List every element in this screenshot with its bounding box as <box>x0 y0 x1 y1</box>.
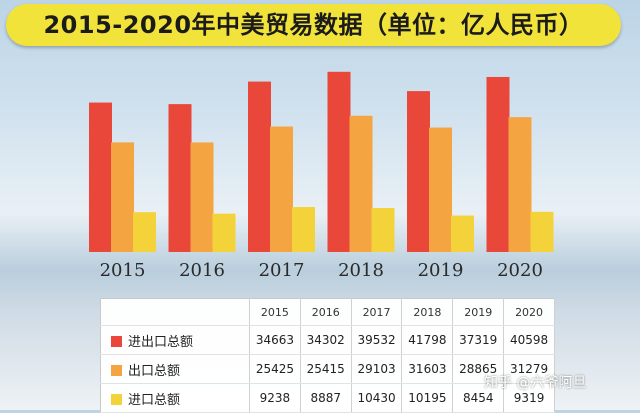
x-tick-label: 2020 <box>497 260 543 281</box>
table-cell: 34663 <box>249 325 301 355</box>
table-cell: 31279 <box>503 354 555 384</box>
table-header-year: 2020 <box>503 298 555 326</box>
legend-swatch-export <box>111 364 122 376</box>
table-cell: 40598 <box>503 325 555 355</box>
legend-label-export: 出口总额 <box>128 363 181 379</box>
legend-label-import: 进口总额 <box>128 392 181 408</box>
table-cell: 34302 <box>300 325 352 355</box>
table-cell: 10195 <box>401 383 454 413</box>
table-row-export: 出口总额 25425 25415 29103 31603 28865 31279 <box>100 354 555 384</box>
chart-title: 2015-2020年中美贸易数据（单位：亿人民币） <box>43 11 584 39</box>
table-header-row: 2015 2016 2017 2018 2019 2020 <box>100 298 555 326</box>
bar-import-2015 <box>133 212 156 252</box>
table-cell: 8887 <box>300 383 352 413</box>
table-header-year: 2017 <box>351 298 403 326</box>
bar-export-2018 <box>349 115 373 253</box>
bar-export-2020 <box>508 117 532 252</box>
bar-export-2017 <box>270 126 293 252</box>
table-cell: 25415 <box>300 354 352 384</box>
table-header-year: 2019 <box>452 298 505 326</box>
table-cell: 41798 <box>401 325 454 355</box>
legend-swatch-import <box>111 393 122 405</box>
bar-total-2019 <box>407 91 430 252</box>
x-tick-label: 2018 <box>338 260 384 281</box>
bar-import-2018 <box>371 208 395 252</box>
bar-total-2020 <box>486 76 510 252</box>
watermark-text: 知乎 @六爷阿旦 <box>484 375 587 391</box>
x-tick-label: 2015 <box>100 260 146 281</box>
bar-import-2019 <box>451 215 474 252</box>
data-table: 2015 2016 2017 2018 2019 2020 进出口总额 3466… <box>100 298 555 413</box>
table-row-total: 进出口总额 34663 34302 39532 41798 37319 4059… <box>100 325 555 355</box>
table-header-blank <box>100 298 250 326</box>
table-cell: 9238 <box>249 383 301 413</box>
bar-total-2015 <box>89 102 112 252</box>
x-tick-label: 2019 <box>418 260 464 281</box>
legend-swatch-total <box>111 335 122 347</box>
table-row-label: 出口总额 <box>100 354 250 384</box>
table-row-label: 进口总额 <box>100 383 250 413</box>
bar-export-2015 <box>111 142 134 252</box>
bar-total-2017 <box>248 81 271 253</box>
table-row-import: 进口总额 9238 8887 10430 10195 8454 9319 <box>100 383 555 413</box>
bar-import-2020 <box>530 211 554 252</box>
table-row-label: 进出口总额 <box>100 325 250 355</box>
x-tick-label: 2016 <box>179 260 225 281</box>
bar-chart: 2015 2016 2017 2018 2019 2020 <box>89 71 554 281</box>
table-header-year: 2015 <box>249 298 301 326</box>
bar-export-2019 <box>429 127 452 252</box>
legend-label-total: 进出口总额 <box>128 334 194 350</box>
bar-import-2017 <box>292 207 315 252</box>
table-cell: 39532 <box>351 325 403 355</box>
table-cell: 37319 <box>452 325 505 355</box>
bar-export-2016 <box>190 142 214 252</box>
table-cell: 31603 <box>401 354 454 384</box>
table-cell: 29103 <box>351 354 403 384</box>
table-cell: 28865 <box>452 354 505 384</box>
title-banner: 2015-2020年中美贸易数据（单位：亿人民币） <box>6 4 621 46</box>
table-cell: 25425 <box>249 354 301 384</box>
bar-total-2018 <box>327 71 351 253</box>
x-tick-label: 2017 <box>259 260 305 281</box>
table-cell: 9319 <box>503 383 555 413</box>
bar-import-2016 <box>212 213 236 252</box>
table-header-year: 2016 <box>300 298 352 326</box>
bar-total-2016 <box>168 104 192 252</box>
table-cell: 10430 <box>351 383 403 413</box>
table-header-year: 2018 <box>401 298 454 326</box>
